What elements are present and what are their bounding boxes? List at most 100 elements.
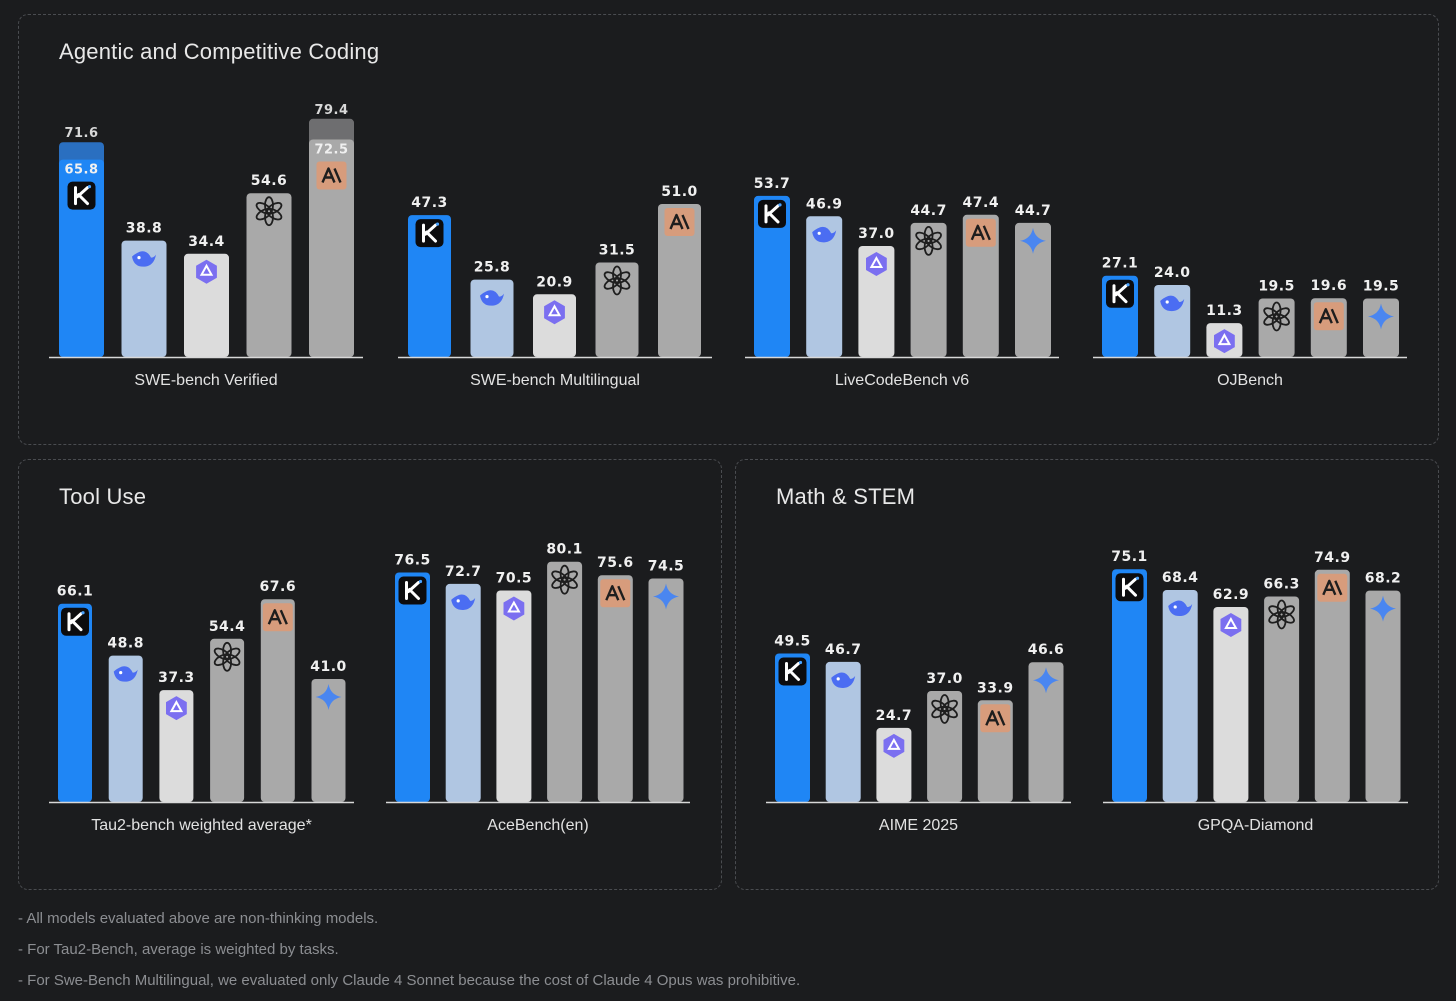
bar-value-label: 66.3 — [1263, 576, 1300, 592]
bar-value-label: 24.7 — [876, 708, 913, 724]
bar-value-label: 46.9 — [806, 196, 843, 212]
bar — [1112, 569, 1147, 802]
anthropic-logo-icon — [1313, 302, 1344, 331]
bar — [754, 195, 790, 357]
openai-logo-icon — [213, 641, 241, 672]
bar-value-label: 44.7 — [1015, 203, 1052, 219]
bar — [309, 139, 354, 357]
bar-value-label: 66.1 — [57, 584, 94, 600]
kimi-k-logo-icon — [61, 607, 89, 636]
bar-value-label: 38.8 — [126, 221, 163, 237]
bar — [210, 638, 245, 802]
kimi-k-logo-icon — [778, 657, 807, 686]
qwen-logo-icon — [166, 696, 187, 721]
qwen-logo-icon — [196, 259, 217, 284]
bar-value-label: 37.3 — [158, 670, 195, 686]
openai-logo-icon — [551, 564, 578, 595]
bar-value-label: 27.1 — [1102, 256, 1139, 272]
gemini-sparkle-icon — [1020, 227, 1046, 254]
bar-chart: 66.1 48.8 37.3 54.4 67.6 41.0 Tau2-bench weigh… — [49, 579, 354, 834]
bar-top-value-label: 79.4 — [314, 103, 348, 118]
deepseek-whale-icon — [812, 226, 837, 243]
kimi-k-logo-icon — [1106, 279, 1134, 308]
bar — [395, 572, 430, 802]
bar-value-label: 11.3 — [1206, 303, 1243, 319]
bar-value-label: 31.5 — [599, 243, 636, 259]
bar — [121, 240, 167, 357]
openai-logo-icon — [603, 265, 631, 296]
bar — [962, 214, 999, 357]
bar-value-label: 74.9 — [1314, 550, 1351, 566]
openai-logo-icon — [255, 196, 283, 227]
deepseek-whale-icon — [451, 594, 476, 610]
bar — [1264, 596, 1300, 802]
x-axis-label: OJBench — [1217, 372, 1283, 389]
anthropic-logo-icon — [600, 579, 631, 608]
bar-value-label: 53.7 — [754, 176, 791, 192]
bar-top-value-label: 71.6 — [64, 126, 98, 141]
bar-value-label: 33.9 — [977, 680, 1014, 696]
anthropic-logo-icon — [1317, 573, 1348, 602]
gemini-sparkle-icon — [315, 684, 342, 710]
openai-logo-icon — [1263, 301, 1290, 332]
bar — [533, 294, 576, 357]
bar-chart: 76.5 72.7 70.5 80.1 75.6 74.5 AceBench(en) — [386, 542, 690, 834]
qwen-logo-icon — [503, 596, 525, 621]
deepseek-whale-icon — [831, 672, 856, 688]
bar-value-label: 62.9 — [1213, 587, 1250, 603]
bar-value-label: 76.5 — [394, 553, 431, 569]
bar-value-label: 44.7 — [910, 203, 947, 219]
bar — [1213, 607, 1249, 802]
bar-chart: 71.6 65.8 38.8 34.4 54.6 79.4 72.5 SWE-bench Ve… — [49, 103, 363, 389]
openai-logo-icon — [915, 225, 942, 256]
bar-value-label: 75.6 — [597, 555, 634, 571]
bar-value-label: 41.0 — [310, 659, 347, 675]
bar-value-label: 68.4 — [1162, 570, 1199, 586]
bar — [547, 561, 583, 802]
anthropic-logo-icon — [980, 704, 1011, 733]
kimi-k-logo-icon — [398, 576, 427, 605]
bar-value-label: 72.7 — [445, 564, 482, 580]
bar-value-label: 19.6 — [1311, 278, 1348, 294]
footnote: - For Tau2-Bench, average is weighted by… — [18, 941, 339, 958]
bar-value-label: 19.5 — [1363, 279, 1400, 295]
bar-value-label: 34.4 — [188, 234, 225, 250]
anthropic-logo-icon — [316, 161, 347, 190]
anthropic-logo-icon — [664, 208, 695, 236]
bar — [1015, 222, 1051, 357]
tool-use-section-title: Tool Use — [59, 484, 147, 509]
bar-chart: 75.1 68.4 62.9 66.3 74.9 68.2 GPQA-Diamond — [1103, 549, 1408, 834]
bar — [58, 603, 92, 802]
bar-value-label: 80.1 — [546, 542, 583, 558]
coding-panel: Agentic and Competitive Coding — [18, 14, 1439, 445]
x-axis-label: SWE-bench Verified — [134, 372, 277, 389]
gemini-sparkle-icon — [1370, 595, 1396, 622]
bar-value-label: 54.6 — [251, 173, 288, 189]
gemini-sparkle-icon — [1033, 667, 1059, 694]
bar — [496, 590, 532, 802]
footnote: - For Swe-Bench Multilingual, we evaluat… — [18, 972, 801, 989]
kimi-k-logo-icon — [1115, 573, 1144, 602]
bar — [260, 599, 295, 802]
qwen-logo-icon — [1220, 613, 1242, 637]
bar — [408, 215, 451, 357]
bar — [825, 661, 861, 802]
bar-chart: 49.5 46.7 24.7 37.0 33.9 46.6 AIME 2025 — [766, 634, 1071, 834]
anthropic-logo-icon — [965, 218, 996, 247]
bar-chart: 47.3 25.8 20.9 31.5 51.0 SWE-bench Multilingu… — [398, 184, 712, 389]
bar-value-label: 74.5 — [648, 559, 685, 575]
qwen-logo-icon — [866, 252, 887, 276]
bar-value-label: 19.5 — [1258, 279, 1295, 295]
bar — [159, 690, 194, 802]
bar-value-label: 46.7 — [825, 642, 862, 658]
bar-value-label: 48.8 — [107, 636, 144, 652]
bar — [597, 575, 633, 802]
bar — [775, 653, 810, 802]
bar-value-label: 54.4 — [209, 619, 246, 635]
qwen-logo-icon — [883, 733, 905, 758]
qwen-logo-icon — [1214, 329, 1235, 354]
bar-value-label: 70.5 — [496, 571, 533, 587]
bar-value-label: 47.4 — [963, 195, 1000, 211]
x-axis-label: GPQA-Diamond — [1198, 817, 1314, 834]
